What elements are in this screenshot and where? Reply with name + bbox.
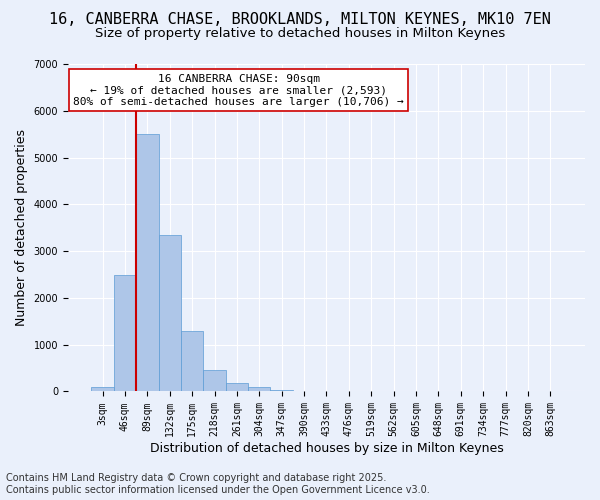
- Y-axis label: Number of detached properties: Number of detached properties: [15, 129, 28, 326]
- Text: 16, CANBERRA CHASE, BROOKLANDS, MILTON KEYNES, MK10 7EN: 16, CANBERRA CHASE, BROOKLANDS, MILTON K…: [49, 12, 551, 28]
- Bar: [136, 134, 158, 392]
- Bar: [91, 387, 114, 392]
- Bar: [271, 390, 293, 392]
- Bar: [203, 370, 226, 392]
- Bar: [158, 235, 181, 392]
- Text: 16 CANBERRA CHASE: 90sqm
← 19% of detached houses are smaller (2,593)
80% of sem: 16 CANBERRA CHASE: 90sqm ← 19% of detach…: [73, 74, 404, 107]
- X-axis label: Distribution of detached houses by size in Milton Keynes: Distribution of detached houses by size …: [149, 442, 503, 455]
- Bar: [114, 274, 136, 392]
- Text: Size of property relative to detached houses in Milton Keynes: Size of property relative to detached ho…: [95, 28, 505, 40]
- Bar: [181, 330, 203, 392]
- Text: Contains HM Land Registry data © Crown copyright and database right 2025.
Contai: Contains HM Land Registry data © Crown c…: [6, 474, 430, 495]
- Bar: [248, 388, 271, 392]
- Bar: [226, 384, 248, 392]
